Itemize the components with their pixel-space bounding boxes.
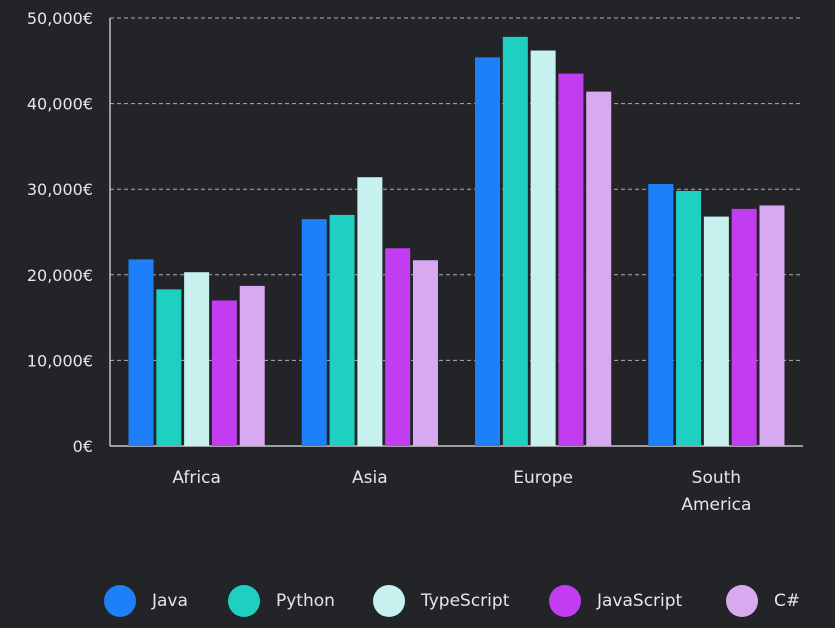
legend-swatch xyxy=(726,585,758,617)
bar-c--0 xyxy=(239,285,265,446)
legend-label: TypeScript xyxy=(421,591,510,611)
bar-typescript-1 xyxy=(357,177,383,446)
bar-c--2 xyxy=(586,91,612,446)
bar-java-0 xyxy=(128,259,154,446)
y-tick-label: 50,000€ xyxy=(27,9,93,28)
bar-javascript-3 xyxy=(731,208,757,446)
bar-typescript-0 xyxy=(184,272,210,446)
bar-chart: 0€ 10,000€ 20,000€ 30,000€ 40,000€ 50,000€ Afr… xyxy=(27,9,803,515)
legend-swatch xyxy=(373,585,405,617)
legend-item[interactable]: C# xyxy=(726,580,800,622)
bar-javascript-0 xyxy=(211,300,237,446)
legend-swatch xyxy=(104,585,136,617)
y-tick-label: 40,000€ xyxy=(27,95,93,114)
bar-python-3 xyxy=(676,190,702,446)
legend-swatch xyxy=(228,585,260,617)
bar-javascript-1 xyxy=(385,248,411,446)
bar-java-1 xyxy=(301,219,327,446)
bar-javascript-2 xyxy=(558,73,584,446)
y-tick-label: 0€ xyxy=(73,437,93,456)
legend-swatch xyxy=(549,585,581,617)
bar-c--1 xyxy=(412,260,438,446)
y-tick-label: 10,000€ xyxy=(27,351,93,370)
x-tick-label: Africa xyxy=(172,468,221,488)
bar-c--3 xyxy=(759,205,785,446)
bar-python-0 xyxy=(156,289,182,446)
x-tick-label: Asia xyxy=(352,468,388,488)
legend-item[interactable]: Python xyxy=(228,580,335,622)
bar-java-3 xyxy=(648,184,674,446)
y-tick-label: 20,000€ xyxy=(27,266,93,285)
bar-python-2 xyxy=(502,36,528,446)
legend-label: C# xyxy=(774,591,801,611)
legend-item[interactable]: TypeScript xyxy=(373,580,509,622)
legend-item[interactable]: JavaScript xyxy=(549,580,682,622)
chart-legend: Java Python TypeScript JavaScript C# xyxy=(0,580,835,622)
legend-label: JavaScript xyxy=(597,591,683,611)
legend-label: Python xyxy=(276,591,335,611)
x-tick-label: America xyxy=(681,495,751,515)
bar-typescript-3 xyxy=(703,216,729,446)
x-tick-label: South xyxy=(692,468,741,488)
bar-python-1 xyxy=(329,214,355,446)
legend-label: Java xyxy=(152,591,188,611)
y-tick-label: 30,000€ xyxy=(27,180,93,199)
bar-java-2 xyxy=(475,57,501,446)
bar-typescript-2 xyxy=(530,50,556,446)
x-tick-label: Europe xyxy=(513,468,573,488)
legend-item[interactable]: Java xyxy=(104,580,188,622)
